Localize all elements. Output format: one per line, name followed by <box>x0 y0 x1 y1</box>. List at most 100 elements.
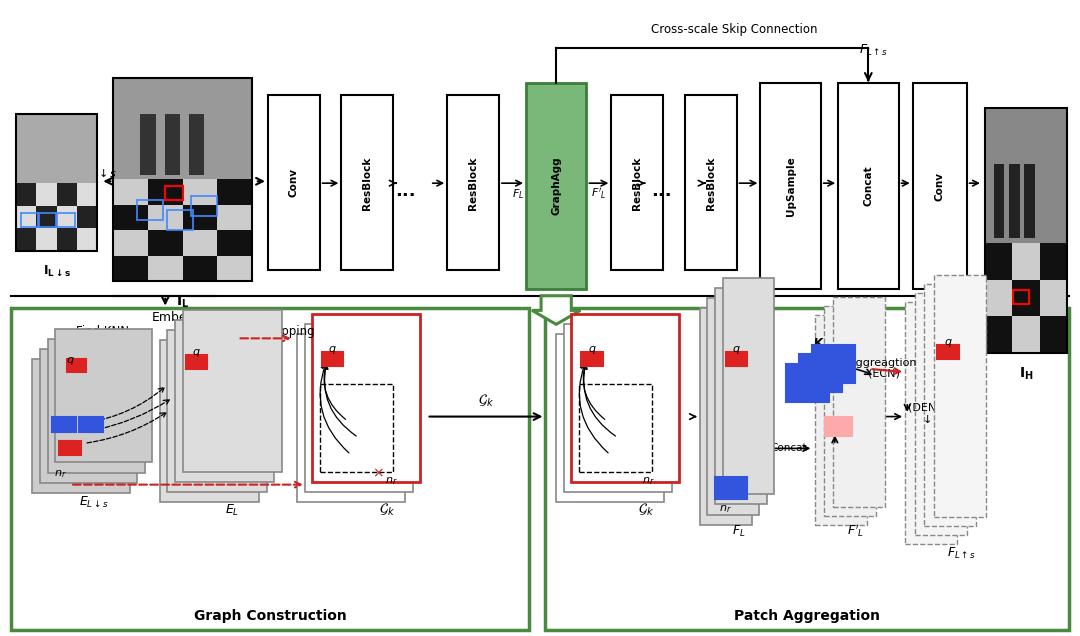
FancyBboxPatch shape <box>985 108 1067 243</box>
Bar <box>833 297 885 507</box>
FancyBboxPatch shape <box>79 417 103 432</box>
FancyBboxPatch shape <box>37 205 57 228</box>
FancyBboxPatch shape <box>56 183 77 205</box>
FancyBboxPatch shape <box>217 205 252 230</box>
FancyBboxPatch shape <box>985 280 1012 316</box>
FancyBboxPatch shape <box>786 364 829 402</box>
FancyBboxPatch shape <box>1040 280 1067 316</box>
FancyBboxPatch shape <box>571 314 679 482</box>
Text: ResBlock: ResBlock <box>632 156 643 209</box>
FancyBboxPatch shape <box>581 352 603 366</box>
FancyBboxPatch shape <box>526 83 586 289</box>
FancyBboxPatch shape <box>113 230 148 256</box>
FancyBboxPatch shape <box>1024 165 1035 238</box>
Text: $\mathcal{G}_k$: $\mathcal{G}_k$ <box>379 502 394 518</box>
Text: $q$: $q$ <box>66 356 75 367</box>
FancyBboxPatch shape <box>183 256 217 281</box>
FancyBboxPatch shape <box>611 95 663 270</box>
FancyBboxPatch shape <box>32 359 130 493</box>
Text: $\downarrow s$: $\downarrow s$ <box>920 413 942 424</box>
Text: $\mathcal{G}_k$: $\mathcal{G}_k$ <box>478 392 494 409</box>
Text: Patch Aggregation: Patch Aggregation <box>734 609 880 623</box>
FancyBboxPatch shape <box>799 354 842 392</box>
FancyBboxPatch shape <box>322 352 343 366</box>
Text: Aggreagtion: Aggreagtion <box>849 357 918 368</box>
FancyBboxPatch shape <box>217 230 252 256</box>
FancyBboxPatch shape <box>217 256 252 281</box>
FancyBboxPatch shape <box>77 183 97 205</box>
FancyBboxPatch shape <box>217 179 252 205</box>
FancyBboxPatch shape <box>447 95 499 270</box>
FancyBboxPatch shape <box>37 183 57 205</box>
FancyBboxPatch shape <box>715 288 767 504</box>
Text: $q$: $q$ <box>328 344 337 356</box>
FancyBboxPatch shape <box>167 330 267 492</box>
Text: $n_r$: $n_r$ <box>719 503 732 515</box>
FancyBboxPatch shape <box>985 243 1012 280</box>
Text: $F'_L$: $F'_L$ <box>591 186 606 202</box>
Bar <box>934 275 986 517</box>
FancyBboxPatch shape <box>186 355 207 369</box>
Text: $q$: $q$ <box>944 338 953 349</box>
FancyBboxPatch shape <box>55 329 152 462</box>
FancyBboxPatch shape <box>148 230 183 256</box>
Text: $\mathbf{I_L}$: $\mathbf{I_L}$ <box>176 293 189 310</box>
Text: $\mathcal{G}_k$: $\mathcal{G}_k$ <box>638 502 653 518</box>
Text: (ECN): (ECN) <box>867 369 900 379</box>
FancyBboxPatch shape <box>160 340 259 502</box>
FancyBboxPatch shape <box>16 114 97 183</box>
Bar <box>824 306 876 516</box>
FancyBboxPatch shape <box>838 83 899 289</box>
FancyBboxPatch shape <box>56 228 77 251</box>
FancyBboxPatch shape <box>994 165 1004 238</box>
Text: Graph Construction: Graph Construction <box>193 609 347 623</box>
Text: Cross-scale Skip Connection: Cross-scale Skip Connection <box>650 24 818 36</box>
Text: $E_{L\downarrow s}$: $E_{L\downarrow s}$ <box>79 495 109 510</box>
Bar <box>815 315 867 525</box>
Text: $\mathbf{I_H}$: $\mathbf{I_H}$ <box>1018 365 1034 382</box>
FancyBboxPatch shape <box>67 359 86 372</box>
Text: Concat: Concat <box>863 166 874 206</box>
Text: ...: ... <box>650 182 672 200</box>
FancyBboxPatch shape <box>77 205 97 228</box>
FancyBboxPatch shape <box>312 314 420 482</box>
FancyBboxPatch shape <box>77 228 97 251</box>
Text: $F_{L\uparrow s}$: $F_{L\uparrow s}$ <box>946 546 976 561</box>
Bar <box>579 384 652 472</box>
Text: Vertex Mapping: Vertex Mapping <box>221 326 314 338</box>
FancyBboxPatch shape <box>812 345 855 383</box>
Text: (DEN): (DEN) <box>908 402 941 412</box>
FancyBboxPatch shape <box>556 334 664 502</box>
FancyBboxPatch shape <box>183 310 282 472</box>
Text: $\downarrow s$: $\downarrow s$ <box>96 167 118 179</box>
Text: Find KNN: Find KNN <box>76 326 130 338</box>
FancyBboxPatch shape <box>175 320 274 482</box>
FancyBboxPatch shape <box>1012 316 1040 353</box>
FancyBboxPatch shape <box>183 230 217 256</box>
FancyBboxPatch shape <box>297 334 405 502</box>
FancyBboxPatch shape <box>723 278 774 494</box>
FancyBboxPatch shape <box>16 183 37 205</box>
FancyBboxPatch shape <box>148 205 183 230</box>
Text: GraphAgg: GraphAgg <box>551 156 562 216</box>
Text: $n_r$: $n_r$ <box>384 476 397 487</box>
FancyBboxPatch shape <box>685 95 737 270</box>
Text: $E_L$: $E_L$ <box>225 502 240 518</box>
FancyBboxPatch shape <box>1040 316 1067 353</box>
Text: Conv: Conv <box>934 172 945 200</box>
Text: $q$: $q$ <box>192 347 201 359</box>
FancyBboxPatch shape <box>183 205 217 230</box>
FancyBboxPatch shape <box>726 352 747 366</box>
FancyBboxPatch shape <box>52 417 76 432</box>
Text: $F_{L\uparrow s}$: $F_{L\uparrow s}$ <box>859 43 889 59</box>
Text: $\times$: $\times$ <box>373 467 383 481</box>
FancyBboxPatch shape <box>268 95 320 270</box>
Bar <box>320 384 393 472</box>
Text: Embedding: Embedding <box>151 312 222 324</box>
FancyBboxPatch shape <box>140 114 156 176</box>
Text: Conv: Conv <box>288 169 299 197</box>
FancyBboxPatch shape <box>189 114 204 176</box>
Text: ...: ... <box>394 182 416 200</box>
FancyBboxPatch shape <box>113 256 148 281</box>
Text: ResBlock: ResBlock <box>468 156 478 209</box>
